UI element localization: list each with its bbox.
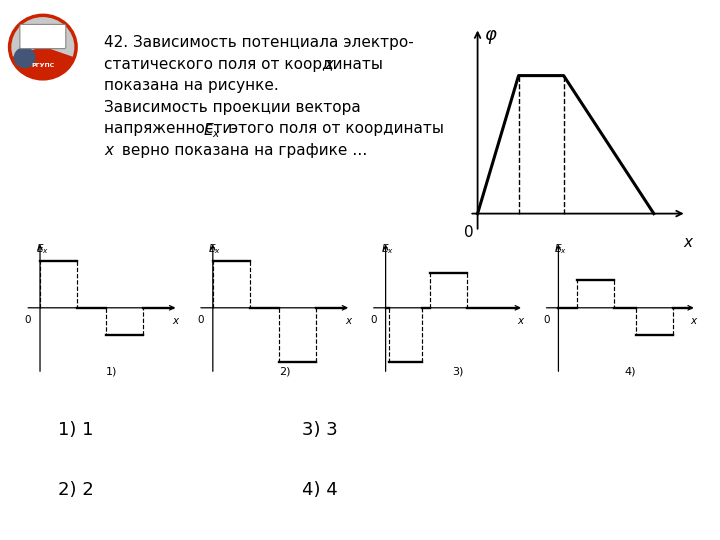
Text: $0$: $0$ bbox=[463, 225, 474, 240]
Circle shape bbox=[9, 15, 76, 79]
Text: 2) 2: 2) 2 bbox=[58, 481, 94, 498]
Text: $E_x$: $E_x$ bbox=[35, 242, 48, 256]
Text: $E_x$: $E_x$ bbox=[203, 122, 221, 140]
Text: Зависимость проекции вектора: Зависимость проекции вектора bbox=[104, 100, 361, 115]
Text: 0: 0 bbox=[370, 315, 377, 325]
Text: 2): 2) bbox=[279, 366, 290, 376]
Text: $x$: $x$ bbox=[518, 316, 526, 326]
Text: $x$: $x$ bbox=[172, 316, 181, 326]
Text: РГУПС: РГУПС bbox=[31, 63, 55, 68]
Text: напряженности: напряженности bbox=[104, 122, 238, 137]
Text: x: x bbox=[104, 143, 114, 158]
Text: 0: 0 bbox=[543, 315, 549, 325]
Text: 3): 3) bbox=[451, 366, 463, 376]
Text: 4): 4) bbox=[624, 366, 636, 376]
Text: 3) 3: 3) 3 bbox=[302, 421, 338, 439]
Text: $E_x$: $E_x$ bbox=[554, 242, 567, 256]
Text: статического поля от координаты: статического поля от координаты bbox=[104, 57, 388, 72]
Text: 42. Зависимость потенциала электро-: 42. Зависимость потенциала электро- bbox=[104, 35, 414, 50]
Text: $E_x$: $E_x$ bbox=[381, 242, 394, 256]
FancyBboxPatch shape bbox=[20, 24, 66, 49]
Text: показана на рисунке.: показана на рисунке. bbox=[104, 78, 279, 93]
Text: 1): 1) bbox=[106, 366, 117, 376]
Text: 4) 4: 4) 4 bbox=[302, 481, 338, 498]
Text: $x$: $x$ bbox=[690, 316, 699, 326]
Wedge shape bbox=[12, 47, 74, 79]
Text: $E_x$: $E_x$ bbox=[208, 242, 221, 256]
Text: 0: 0 bbox=[24, 315, 31, 325]
Text: $x$: $x$ bbox=[683, 234, 694, 249]
Text: $\varphi$: $\varphi$ bbox=[484, 28, 498, 45]
Text: 1) 1: 1) 1 bbox=[58, 421, 93, 439]
Text: этого поля от координаты: этого поля от координаты bbox=[225, 122, 444, 137]
Text: x: x bbox=[324, 57, 333, 72]
Text: 0: 0 bbox=[197, 315, 204, 325]
Text: $x$: $x$ bbox=[345, 316, 354, 326]
Circle shape bbox=[14, 48, 35, 68]
Text: верно показана на графике …: верно показана на графике … bbox=[117, 143, 368, 158]
